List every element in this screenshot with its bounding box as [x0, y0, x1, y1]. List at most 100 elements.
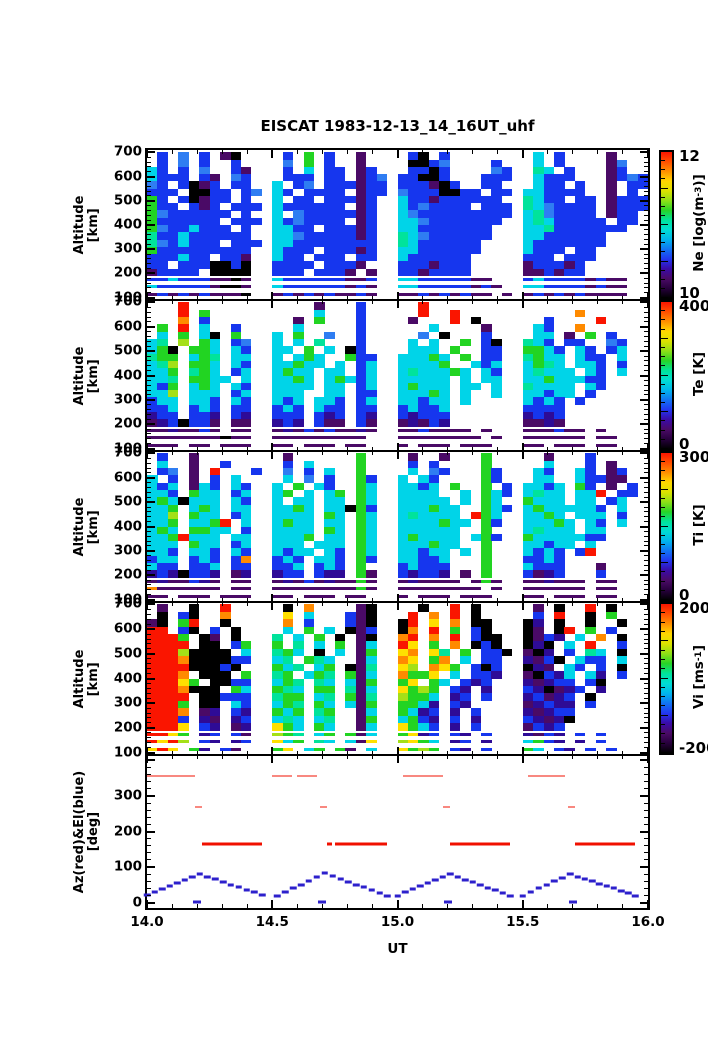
heatmap-cell	[449, 309, 461, 317]
heatmap-cell	[313, 594, 325, 598]
heatmap-cell	[533, 723, 544, 731]
x-tick	[647, 451, 649, 459]
heatmap-cell	[533, 292, 544, 296]
y-tick	[644, 564, 648, 566]
heatmap-cell	[407, 285, 419, 289]
colorbar-tick	[661, 160, 665, 162]
heatmap-cell	[418, 261, 429, 269]
x-tick	[171, 602, 173, 606]
heatmap-cell	[428, 239, 440, 247]
y-tick	[147, 525, 155, 528]
heatmap-cell	[533, 338, 544, 347]
heatmap-cell	[282, 261, 294, 269]
heatmap-cell	[355, 633, 367, 642]
heatmap-cell	[366, 641, 377, 649]
heatmap-cell	[554, 594, 565, 598]
colorbar-tick	[661, 269, 665, 271]
heatmap-cell	[595, 239, 607, 247]
x-tick	[396, 747, 399, 755]
colorbar-tick	[661, 742, 665, 744]
heatmap-cell	[178, 626, 189, 635]
colorbar-tick	[661, 420, 665, 422]
heatmap-cell	[188, 489, 200, 498]
heatmap-cell	[481, 353, 492, 361]
colorbar-tick	[661, 543, 665, 545]
elevation-dash	[394, 894, 401, 898]
heatmap-cell	[543, 404, 555, 413]
heatmap-cell	[574, 663, 586, 672]
heatmap-cell	[345, 611, 356, 620]
y-tick	[147, 409, 151, 411]
y-tick	[644, 370, 648, 372]
heatmap-cell	[324, 678, 335, 686]
y-tick-label: 100	[114, 290, 142, 305]
heatmap-cell	[491, 181, 502, 189]
heatmap-cell	[303, 195, 315, 204]
heatmap-cell	[397, 174, 409, 182]
x-tick	[597, 751, 599, 755]
x-tick	[647, 900, 649, 908]
y-tick	[644, 316, 648, 318]
heatmap-cell	[574, 436, 586, 440]
heatmap-cell	[501, 203, 513, 211]
heatmap-cell	[272, 368, 283, 376]
x-tick	[447, 451, 449, 455]
y-tick	[147, 707, 151, 709]
elevation-dash	[235, 885, 242, 889]
x-tick	[622, 598, 624, 602]
heatmap-cell	[324, 174, 335, 182]
heatmap-cell	[313, 239, 325, 247]
heatmap-cell	[230, 656, 242, 664]
y-axis-label-ne: Altitude [km]	[72, 196, 101, 255]
heatmap-cell	[439, 232, 450, 240]
heatmap-cell	[282, 732, 294, 736]
heatmap-cell	[428, 663, 440, 672]
heatmap-cell	[324, 375, 335, 383]
y-tick	[644, 433, 648, 435]
y-tick	[147, 180, 151, 182]
heatmap-cell	[293, 436, 304, 440]
heatmap-cell	[418, 174, 429, 182]
y-tick	[640, 525, 648, 528]
y-tick	[644, 365, 648, 367]
heatmap-cell	[178, 268, 189, 276]
heatmap-cell	[293, 723, 304, 731]
heatmap-cell	[418, 412, 429, 420]
heatmap-cell	[533, 232, 544, 240]
heatmap-cell	[147, 239, 158, 247]
heatmap-cell	[407, 715, 419, 724]
y-tick	[147, 316, 151, 318]
y-tick	[147, 239, 151, 240]
heatmap-cell	[272, 555, 283, 564]
heatmap-cell	[449, 232, 461, 240]
heatmap-cell	[178, 285, 189, 289]
heatmap-cell	[533, 360, 544, 369]
heatmap-cell	[554, 181, 565, 189]
heatmap-cell	[251, 188, 262, 196]
heatmap-cell	[397, 570, 409, 578]
heatmap-cell	[397, 443, 409, 447]
heatmap-cell	[355, 533, 367, 542]
heatmap-cell	[188, 254, 200, 262]
heatmap-cell	[272, 338, 283, 347]
heatmap-cell	[157, 210, 168, 218]
heatmap-cell	[522, 489, 534, 498]
heatmap-cell	[439, 533, 450, 542]
elevation-dash	[321, 871, 329, 875]
y-tick	[147, 742, 151, 744]
heatmap-cell	[230, 570, 242, 578]
heatmap-cell	[324, 594, 335, 598]
heatmap-cell	[574, 732, 586, 736]
heatmap-cell	[199, 504, 210, 512]
heatmap-cell	[460, 436, 471, 440]
heatmap-cell	[157, 579, 168, 584]
heatmap-cell	[199, 324, 210, 332]
heatmap-cell	[303, 626, 315, 635]
heatmap-cell	[167, 239, 179, 247]
heatmap-cell	[533, 217, 544, 226]
heatmap-cell	[616, 217, 628, 226]
heatmap-cell	[449, 181, 461, 189]
heatmap-cell	[533, 278, 544, 282]
heatmap-cell	[199, 278, 210, 282]
heatmap-cell	[366, 732, 377, 736]
